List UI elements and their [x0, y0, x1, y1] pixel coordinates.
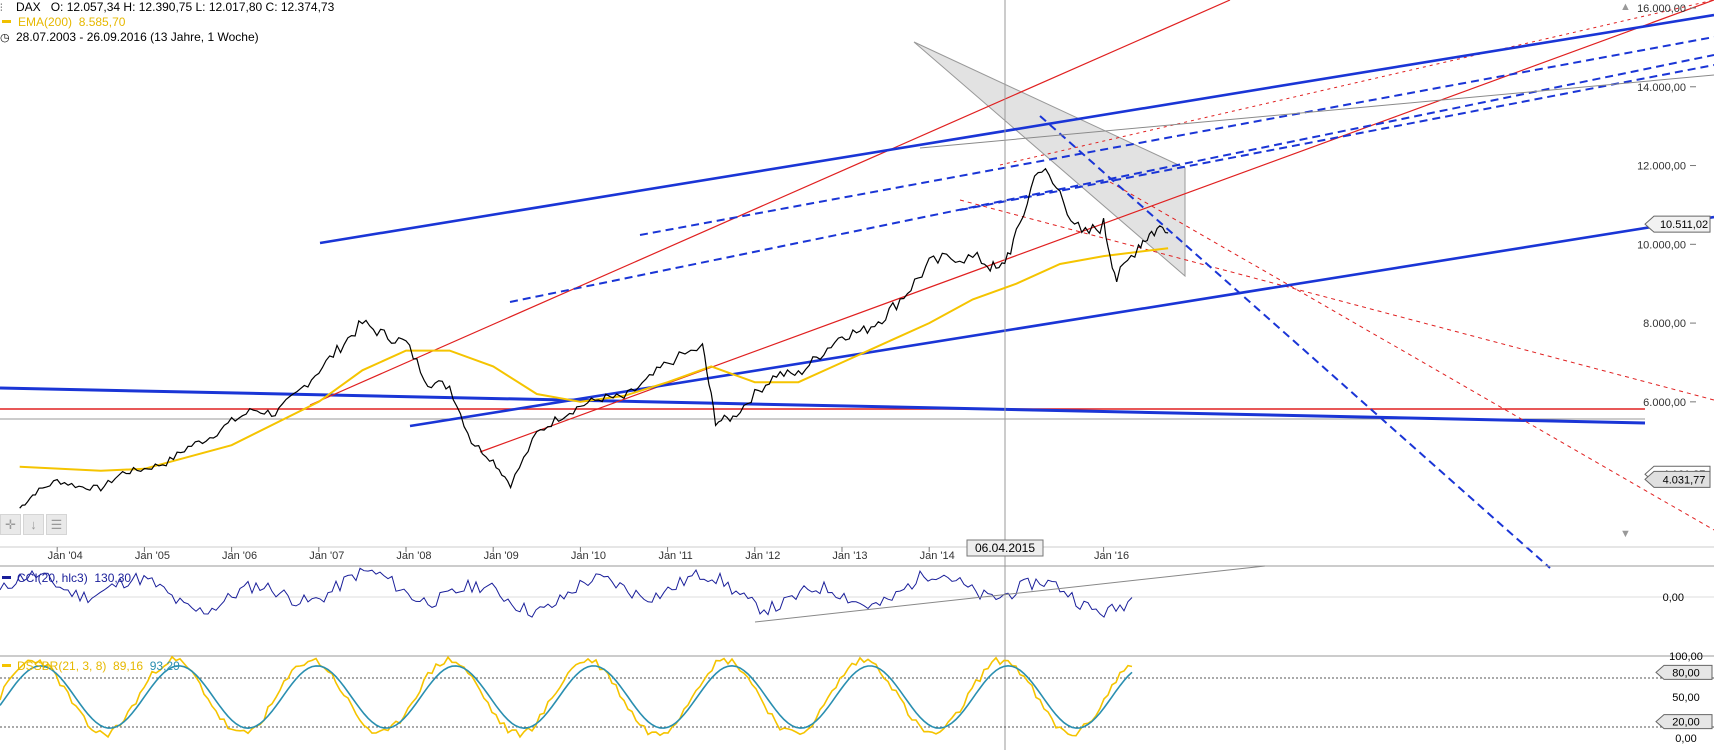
price-tag-box — [1644, 215, 1711, 233]
ema-value: 8.585,70 — [78, 15, 126, 29]
chart-header: ⫶ DAX O: 12.057,34 H: 12.390,75 L: 12.017… — [0, 0, 334, 45]
cci-value: 130,30 — [94, 571, 132, 585]
x-tick-label: Jan '10 — [571, 550, 606, 562]
dss-level-box — [1655, 714, 1713, 730]
expand-icon[interactable]: ✛ — [0, 514, 21, 535]
trend-red-dotted-1 — [959, 199, 1714, 401]
x-tick-label: Jan '05 — [135, 550, 170, 562]
dss-level-box — [1655, 664, 1713, 680]
x-tick-label: Jan '07 — [309, 550, 344, 562]
price-tag-label: 4.031,77 — [1663, 474, 1706, 486]
dss-level-label: 20,00 — [1672, 717, 1700, 729]
dss-value-2: 93,29 — [149, 659, 180, 673]
y-tick-label: 14.000,00 — [1637, 82, 1686, 94]
cursor-date: 06.04.2015 — [975, 541, 1035, 555]
price-tags: 10.511,024.161,874.031,77 — [1644, 215, 1711, 488]
x-tick-label: Jan '14 — [920, 550, 955, 562]
trend-blue-dashed-2 — [639, 36, 1714, 236]
dss-value-1: 89,16 — [113, 659, 144, 673]
cci-swatch — [2, 575, 11, 579]
download-icon[interactable]: ↓ — [23, 514, 44, 535]
trend-gray — [919, 74, 1714, 149]
cci-legend: CCI(20, hlc3) 130,30 — [2, 571, 131, 585]
y-tick-label: 6.000,00 — [1643, 397, 1686, 409]
symbol-label: DAX — [16, 0, 41, 14]
ohlc-values: O: 12.057,34 H: 12.390,75 L: 12.017,80 C… — [50, 0, 335, 14]
trend-red-upper — [309, 0, 1231, 406]
trend-blue-long — [0, 386, 1646, 425]
scroll-up-icon: ▲ — [1620, 1, 1631, 13]
dss-series-teal — [0, 664, 1133, 730]
header-line-range: ◷ 28.07.2003 - 26.09.2016 (13 Jahre, 1 Wo… — [0, 30, 334, 45]
y-tick-label: 8.000,00 — [1643, 318, 1686, 330]
x-tick-label: Jan '13 — [832, 550, 867, 562]
x-tick-label: Jan '12 — [745, 550, 780, 562]
dss-swatch — [2, 663, 11, 667]
x-tick-label: Jan '04 — [48, 550, 83, 562]
header-line-ema: EMA(200) 8.585,70 — [0, 15, 334, 30]
clock-icon: ◷ — [0, 32, 10, 44]
trend-blue-dashed-3 — [959, 64, 1714, 211]
chart-logo-icon: ⫶ — [0, 3, 3, 14]
dss-level-label: 80,00 — [1672, 667, 1700, 679]
dss-legend: DSSBR(21, 3, 8) 89,16 93,29 — [2, 659, 180, 673]
dss-level-label: 0,00 — [1675, 733, 1696, 745]
y-tick-label: 16.000,00 — [1637, 3, 1686, 15]
trend-red-dotted-3 — [999, 0, 1714, 166]
x-tick-label: Jan '06 — [222, 550, 257, 562]
x-tick-label: Jan '09 — [484, 550, 519, 562]
header-line-symbol: ⫶ DAX O: 12.057,34 H: 12.390,75 L: 12.017… — [0, 0, 334, 15]
cci-zero-label: 0,00 — [1663, 592, 1684, 604]
dss-label: DSSBR(21, 3, 8) — [17, 659, 107, 673]
x-tick-label: Jan '08 — [396, 550, 431, 562]
cci-series — [0, 567, 1133, 618]
settings-icon[interactable]: ☰ — [46, 514, 67, 535]
y-tick-label: 10.000,00 — [1637, 239, 1686, 251]
date-range: 28.07.2003 - 26.09.2016 (13 Jahre, 1 Woc… — [16, 30, 259, 44]
ema-label: EMA(200) — [18, 15, 73, 29]
y-tick-label: 12.000,00 — [1637, 161, 1686, 173]
dss-level-labels: 100,00 80,00 50,00 20,00 0,00 — [1655, 651, 1713, 745]
dss-level-label: 50,00 — [1672, 692, 1700, 704]
series-ema200 — [19, 247, 1169, 472]
cci-label: CCI(20, hlc3) — [17, 571, 88, 585]
trend-red-dotted-2 — [1109, 181, 1714, 531]
ema-swatch — [2, 19, 11, 23]
dss-level-label: 100,00 — [1669, 651, 1703, 663]
trend-blue-upper — [319, 13, 1714, 245]
price-tag-box — [1644, 470, 1711, 488]
cci-trendline — [754, 565, 1266, 623]
price-tag-label: 10.511,02 — [1660, 219, 1708, 231]
y-axis-ticks: 16.000,00 14.000,00 12.000,00 10.000,00 8.00… — [1637, 3, 1696, 409]
cursor-date-box — [966, 539, 1044, 557]
x-tick-label: Jan '11 — [658, 550, 692, 562]
x-axis-ticks: Jan '04 Jan '05 Jan '06 Jan '07 Jan '08 Jan '… — [48, 547, 1129, 562]
scroll-down-icon: ▼ — [1620, 528, 1631, 540]
x-tick-label: Jan '16 — [1094, 550, 1129, 562]
series-dax — [19, 167, 1169, 509]
trend-blue-dashed-down — [1039, 115, 1551, 569]
